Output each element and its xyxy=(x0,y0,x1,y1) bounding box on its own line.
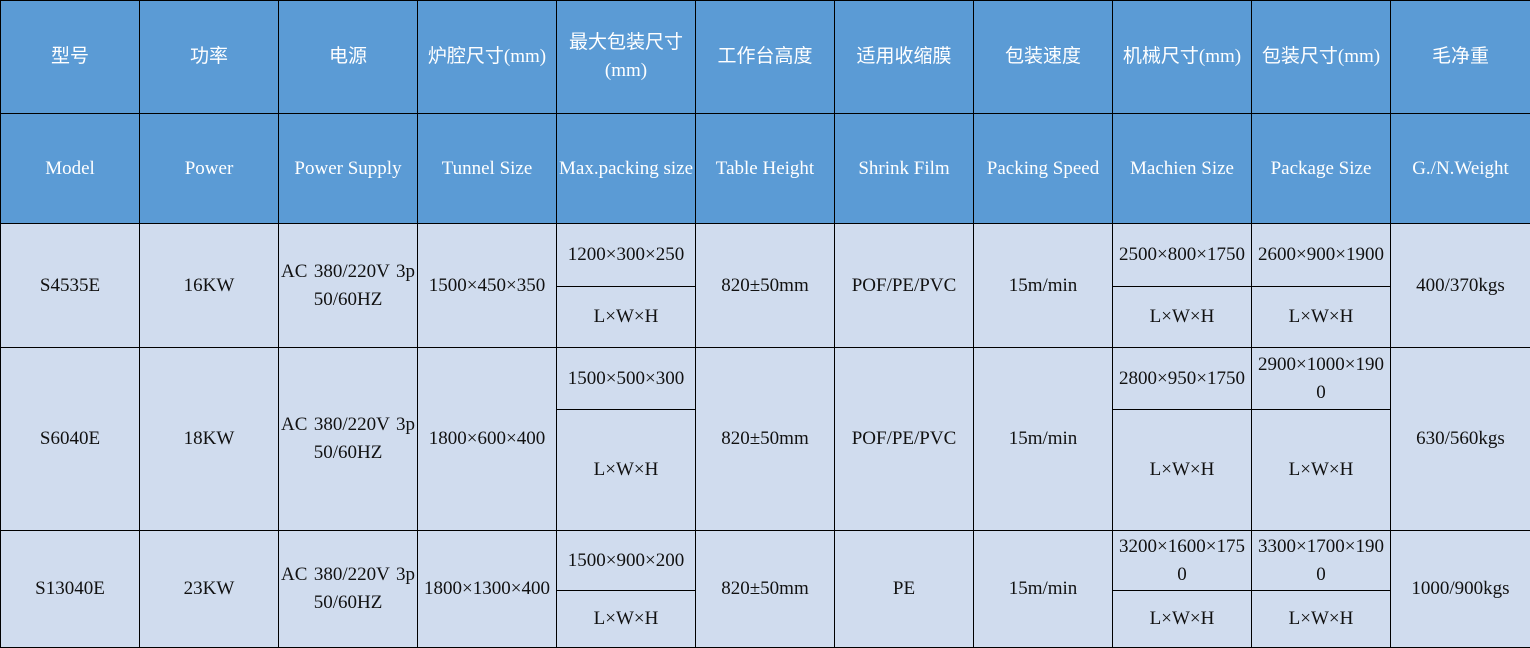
header-cell: 型号 xyxy=(1,1,140,114)
cell-film: POF/PE/PVC xyxy=(835,348,974,531)
header-cell: 机械尺寸(mm) xyxy=(1113,1,1252,114)
header-cell: 最大包装尺寸 (mm) xyxy=(557,1,696,114)
header-cell: Table Height xyxy=(696,114,835,224)
header-row-cn: 型号功率电源炉腔尺寸(mm)最大包装尺寸 (mm)工作台高度适用收缩膜包装速度机… xyxy=(1,1,1530,114)
cell-tunnel: 1500×450×350 xyxy=(418,224,557,348)
header-cell: Max.packing size xyxy=(557,114,696,224)
header-cell: 炉腔尺寸(mm) xyxy=(418,1,557,114)
cell-max-pack-unit: L×W×H xyxy=(557,591,696,648)
cell-model: S13040E xyxy=(1,531,140,648)
cell-power: 23KW xyxy=(140,531,279,648)
header-cell: Machien Size xyxy=(1113,114,1252,224)
cell-package: 3300×1700×1900 xyxy=(1252,531,1391,591)
header-cell: Packing Speed xyxy=(974,114,1113,224)
cell-speed: 15m/min xyxy=(974,224,1113,348)
cell-film: PE xyxy=(835,531,974,648)
cell-film: POF/PE/PVC xyxy=(835,224,974,348)
cell-machine-unit: L×W×H xyxy=(1113,410,1252,531)
cell-max-pack: 1200×300×250 xyxy=(557,224,696,287)
header-cell: 适用收缩膜 xyxy=(835,1,974,114)
header-cell: 电源 xyxy=(279,1,418,114)
cell-max-pack-unit: L×W×H xyxy=(557,410,696,531)
cell-max-pack-unit: L×W×H xyxy=(557,287,696,348)
header-cell: G./N.Weight xyxy=(1391,114,1530,224)
header-cell: 工作台高度 xyxy=(696,1,835,114)
cell-weight: 400/370kgs xyxy=(1391,224,1530,348)
header-cell: Package Size xyxy=(1252,114,1391,224)
cell-weight: 1000/900kgs xyxy=(1391,531,1530,648)
cell-package-unit: L×W×H xyxy=(1252,287,1391,348)
header-cell: 包装速度 xyxy=(974,1,1113,114)
header-cell: 包装尺寸(mm) xyxy=(1252,1,1391,114)
cell-weight: 630/560kgs xyxy=(1391,348,1530,531)
cell-power: 16KW xyxy=(140,224,279,348)
cell-table-height: 820±50mm xyxy=(696,224,835,348)
header-cell: Shrink Film xyxy=(835,114,974,224)
cell-table-height: 820±50mm xyxy=(696,348,835,531)
cell-package: 2600×900×1900 xyxy=(1252,224,1391,287)
cell-machine: 2800×950×1750 xyxy=(1113,348,1252,410)
header-cell: Power xyxy=(140,114,279,224)
cell-model: S6040E xyxy=(1,348,140,531)
header-cell: 功率 xyxy=(140,1,279,114)
cell-supply: AC 380/220V 3p 50/60HZ xyxy=(279,531,418,648)
cell-max-pack: 1500×500×300 xyxy=(557,348,696,410)
cell-machine: 3200×1600×1750 xyxy=(1113,531,1252,591)
cell-tunnel: 1800×1300×400 xyxy=(418,531,557,648)
header-cell: Power Supply xyxy=(279,114,418,224)
header-cell: Model xyxy=(1,114,140,224)
cell-tunnel: 1800×600×400 xyxy=(418,348,557,531)
cell-power: 18KW xyxy=(140,348,279,531)
header-cell: 毛净重 xyxy=(1391,1,1530,114)
header-cell: Tunnel Size xyxy=(418,114,557,224)
cell-speed: 15m/min xyxy=(974,531,1113,648)
cell-model: S4535E xyxy=(1,224,140,348)
cell-table-height: 820±50mm xyxy=(696,531,835,648)
cell-machine: 2500×800×1750 xyxy=(1113,224,1252,287)
cell-package-unit: L×W×H xyxy=(1252,591,1391,648)
cell-speed: 15m/min xyxy=(974,348,1113,531)
cell-supply: AC 380/220V 3p 50/60HZ xyxy=(279,224,418,348)
cell-package-unit: L×W×H xyxy=(1252,410,1391,531)
cell-max-pack: 1500×900×200 xyxy=(557,531,696,591)
cell-machine-unit: L×W×H xyxy=(1113,287,1252,348)
cell-package: 2900×1000×1900 xyxy=(1252,348,1391,410)
cell-machine-unit: L×W×H xyxy=(1113,591,1252,648)
cell-supply: AC 380/220V 3p 50/60HZ xyxy=(279,348,418,531)
